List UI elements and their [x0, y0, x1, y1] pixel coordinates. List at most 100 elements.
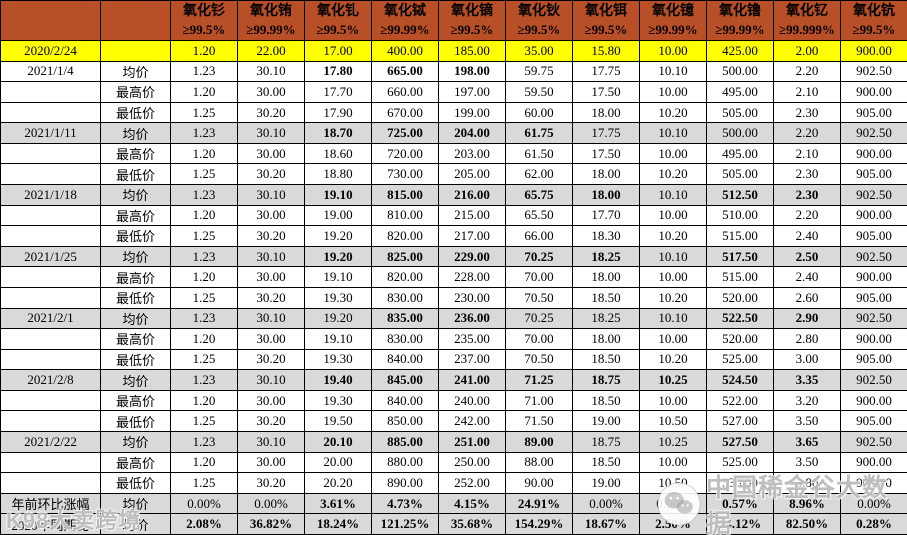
price-cell: 30.20 — [237, 225, 305, 247]
price-cell: 10.10 — [639, 245, 707, 268]
price-cell: 905.00 — [840, 472, 907, 494]
price-cell: 10.00 — [639, 328, 707, 350]
price-cell: 2.20 — [773, 122, 841, 144]
price-cell: 18.67% — [572, 513, 640, 535]
header-row: 氧化钐 ≥99.5% 氧化铕 ≥99.99% 氧化钆 ≥99.5% 氧化铽 ≥99.99% 氧化… — [0, 0, 907, 41]
oxide-name: 氧化镝 — [451, 4, 493, 19]
price-cell: 495.00 — [706, 81, 774, 103]
price-cell: 18.00 — [572, 266, 640, 288]
price-cell: 30.00 — [237, 81, 305, 103]
price-cell: 30.00 — [237, 451, 305, 474]
price-cell: 242.00 — [438, 410, 506, 432]
price-cell: 4.73% — [371, 492, 439, 515]
price-cell: 20.10 — [304, 430, 372, 453]
price-cell: 1.23 — [170, 430, 238, 453]
price-cell: 30.10 — [237, 245, 305, 268]
price-cell: 900.00 — [840, 40, 907, 62]
row-type-label: 最低价 — [100, 472, 171, 494]
price-cell: 18.50 — [572, 348, 640, 371]
price-cell: 10.20 — [639, 225, 707, 247]
price-cell: 3.20 — [773, 389, 841, 412]
price-cell: 2.90 — [773, 307, 841, 330]
price-cell: 10.10 — [639, 60, 707, 83]
row-type-label: 均价 — [100, 492, 171, 515]
price-cell: 24.12% — [706, 513, 774, 535]
table-row: 最高价 1.20 30.00 19.30 840.00 240.00 71.00 18.50 1… — [0, 389, 907, 412]
price-cell: 3.61% — [304, 492, 372, 515]
table-row: 最高价 1.20 30.00 18.60 720.00 203.00 61.50 17.50 1… — [0, 142, 907, 165]
corner-cell-date — [0, 0, 101, 41]
price-cell: 1.20 — [170, 204, 238, 227]
price-cell: 71.00 — [505, 389, 573, 412]
price-cell: 18.70 — [304, 122, 372, 144]
row-type-label: 均价 — [100, 184, 171, 206]
oxide-name: 氧化镥 — [719, 4, 761, 19]
price-cell: 62.00 — [505, 163, 573, 186]
price-cell: 18.00 — [572, 328, 640, 350]
price-cell: 3.80 — [773, 472, 841, 494]
row-type-label: 均价 — [100, 513, 171, 535]
price-cell: 17.50 — [572, 142, 640, 165]
price-cell: 900.00 — [840, 142, 907, 165]
price-cell: 199.00 — [438, 101, 506, 124]
price-cell: 3.50 — [773, 410, 841, 432]
price-cell: 3.50 — [773, 451, 841, 474]
date-cell: 2021/1/11 — [0, 122, 101, 144]
date-cell: 年前环比涨幅 — [0, 492, 101, 515]
price-cell: 19.50 — [304, 410, 372, 432]
price-cell: 905.00 — [840, 410, 907, 432]
row-type-label: 最低价 — [100, 348, 171, 371]
price-cell: 250.00 — [438, 451, 506, 474]
price-cell: 3.65 — [773, 430, 841, 453]
price-cell: 61.50 — [505, 142, 573, 165]
price-cell: 70.25 — [505, 245, 573, 268]
table-row: 最高价 1.20 30.00 19.10 830.00 235.00 70.00 18.00 1… — [0, 328, 907, 350]
row-type-label: 最高价 — [100, 142, 171, 165]
oxide-purity: ≥99.99% — [246, 22, 296, 37]
price-cell: 252.00 — [438, 472, 506, 494]
price-cell: 885.00 — [371, 430, 439, 453]
price-cell: 22.00 — [237, 40, 305, 62]
row-type-label: 最高价 — [100, 451, 171, 474]
price-cell: 18.30 — [572, 225, 640, 247]
price-cell: 905.00 — [840, 225, 907, 247]
price-cell: 1.20 — [170, 81, 238, 103]
date-cell — [0, 163, 101, 186]
price-cell: 30.00 — [237, 328, 305, 350]
row-type-label: 均价 — [100, 430, 171, 453]
price-cell: 0.00% — [840, 492, 907, 515]
price-cell: 30.00 — [237, 266, 305, 288]
price-cell: 70.00 — [505, 266, 573, 288]
price-cell: 525.00 — [706, 451, 774, 474]
price-cell: 830.00 — [371, 328, 439, 350]
price-cell: 3.00 — [773, 348, 841, 371]
price-cell: 10.20 — [639, 101, 707, 124]
price-cell: 730.00 — [371, 163, 439, 186]
table-row: 年前环比涨幅 均价 0.00% 0.00% 3.61% 4.73% 4.15% 24.91% 0… — [0, 492, 907, 515]
price-cell: 10.00 — [639, 142, 707, 165]
price-cell: 880.00 — [371, 451, 439, 474]
price-cell: 17.00 — [304, 40, 372, 62]
price-cell: 0.00% — [237, 492, 305, 515]
price-cell: 902.50 — [840, 122, 907, 144]
price-cell: 82.50% — [773, 513, 841, 535]
table-row: 最低价 1.25 30.20 19.30 830.00 230.00 70.50 18.50 1… — [0, 286, 907, 309]
price-cell: 2.00 — [773, 40, 841, 62]
price-cell: 30.10 — [237, 184, 305, 206]
price-cell: 1.25 — [170, 101, 238, 124]
table-row: 2020年同期比 均价 2.08% 36.82% 18.24% 121.25% 35.68%… — [0, 513, 907, 535]
price-cell: 30.00 — [237, 204, 305, 227]
date-cell: 2021/1/25 — [0, 245, 101, 268]
corner-cell-label — [100, 0, 171, 41]
column-header-0: 氧化钐 ≥99.5% — [170, 0, 238, 41]
oxide-purity: ≥99.5% — [852, 22, 896, 37]
price-cell: 1.25 — [170, 225, 238, 247]
price-cell: 90.00 — [505, 472, 573, 494]
price-cell: 65.50 — [505, 204, 573, 227]
price-cell: 905.00 — [840, 286, 907, 309]
row-type-label: 均价 — [100, 60, 171, 83]
table-row: 最高价 1.20 30.00 19.10 820.00 228.00 70.00 18.00 1… — [0, 266, 907, 288]
row-type-label: 最低价 — [100, 286, 171, 309]
date-cell: 2021/2/8 — [0, 369, 101, 391]
